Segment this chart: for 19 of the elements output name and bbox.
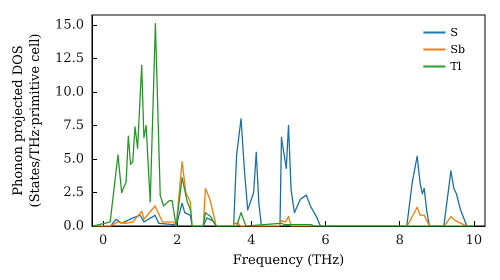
x-tick-label: 4 [247, 233, 256, 248]
line-series [92, 23, 475, 227]
y-tick-label: 7.5 [63, 118, 84, 134]
legend-label: Sb [450, 43, 465, 56]
x-tick-label: 2 [173, 233, 182, 248]
x-axis-title: Frequency (THz) [232, 252, 344, 268]
legend-label: S [450, 26, 458, 39]
y-axis-title: Phonon projected DOS (States/THz·primitive cell) [11, 33, 44, 208]
y-tick-label: 0.0 [63, 218, 84, 234]
y-tick-label: 10.0 [55, 84, 84, 100]
x-tick-label: 0 [98, 233, 108, 248]
y-tick-label: 15.0 [55, 18, 84, 33]
y-tick-label: 5.0 [63, 152, 84, 167]
x-tick-label: 8 [396, 233, 404, 248]
x-tick-label: 10 [466, 233, 482, 248]
y-tick-label: 2.5 [63, 185, 84, 200]
y-tick-label: 12.5 [55, 51, 84, 66]
legend-label: Tl [450, 60, 462, 73]
x-tick-label: 6 [321, 233, 330, 248]
